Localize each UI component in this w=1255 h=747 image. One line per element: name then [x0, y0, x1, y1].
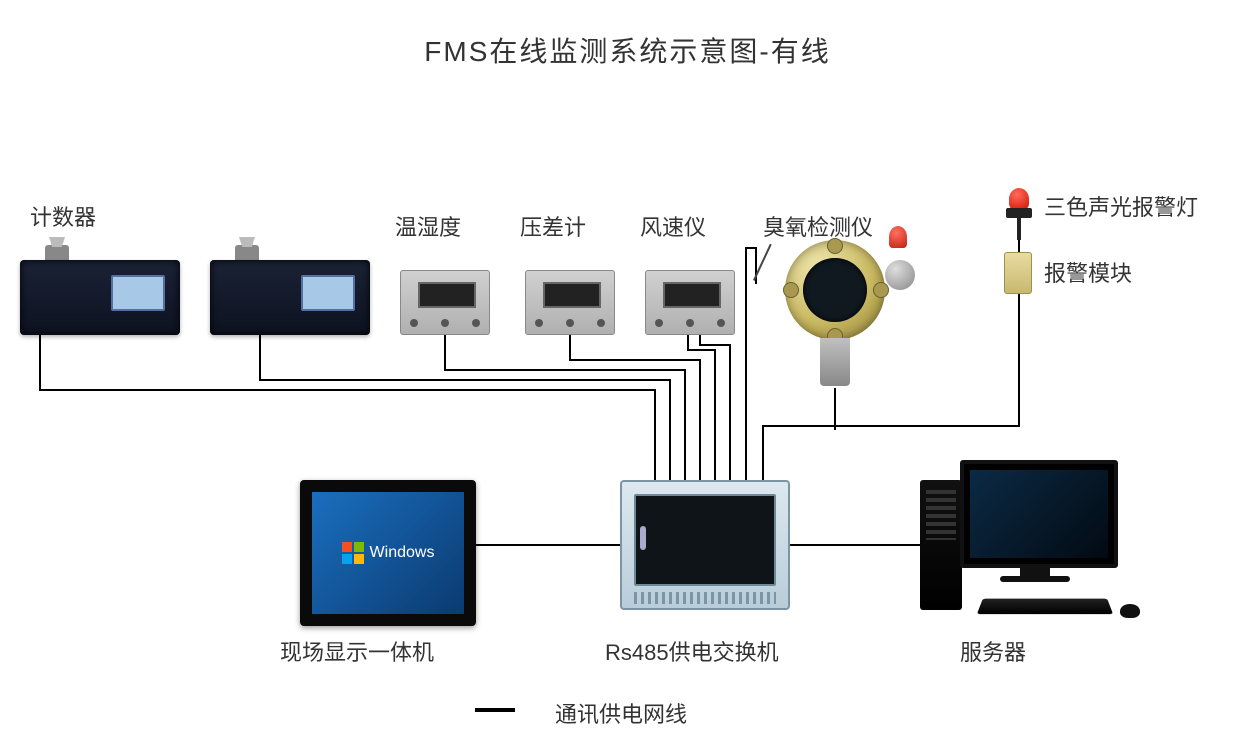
pc-tower-icon	[920, 480, 962, 610]
windows-logo-icon	[342, 542, 364, 564]
counter-label: 计数器	[30, 200, 96, 232]
terminal-screen-text: Windows	[370, 544, 435, 562]
counter-screen	[111, 275, 165, 311]
server-pc	[920, 460, 1150, 630]
legend-line-icon	[475, 708, 515, 712]
monitor-icon	[960, 460, 1118, 568]
rs485-switch	[620, 480, 790, 610]
wire-temp-to-switch	[445, 335, 685, 480]
mouse-icon	[1120, 604, 1140, 618]
ozone-label: 臭氧检测仪	[763, 210, 873, 242]
counter-device-1	[20, 245, 180, 335]
keyboard-icon	[977, 599, 1113, 614]
counter-device-2	[210, 245, 370, 335]
temp-humidity-meter	[400, 270, 490, 335]
temp-humidity-label: 温湿度	[395, 210, 461, 242]
server-label: 服务器	[960, 635, 1026, 667]
wire-ozone-to-switch	[746, 248, 756, 480]
terminal-label: 现场显示一体机	[280, 635, 434, 667]
beacon-icon	[889, 226, 907, 248]
tricolor-alarm-lamp	[1006, 188, 1032, 240]
pressure-label: 压差计	[520, 210, 586, 242]
anemometer-label: 风速仪	[640, 210, 706, 242]
wire-pressure-to-switch	[570, 335, 700, 480]
switch-label: Rs485供电交换机	[605, 635, 779, 667]
diagram-canvas: FMS在线监测系统示意图-有线 计数器 温湿度 压差计 风速仪 臭氧检测仪	[0, 0, 1255, 747]
wire-counter2-to-switch	[260, 335, 670, 480]
lamp-icon	[1009, 188, 1029, 210]
ozone-detector	[785, 240, 895, 390]
wire-counter1-to-switch	[40, 335, 655, 480]
pressure-meter	[525, 270, 615, 335]
wire-wind-to-switch	[688, 335, 715, 480]
onsite-display-terminal: Windows	[300, 480, 476, 626]
alarm-lamp-label: 三色声光报警灯	[1044, 190, 1198, 222]
alarm-module	[1004, 252, 1032, 294]
alarm-module-label: 报警模块	[1044, 256, 1132, 288]
counter-screen	[301, 275, 355, 311]
legend-label: 通讯供电网线	[555, 697, 687, 729]
anemometer	[645, 270, 735, 335]
